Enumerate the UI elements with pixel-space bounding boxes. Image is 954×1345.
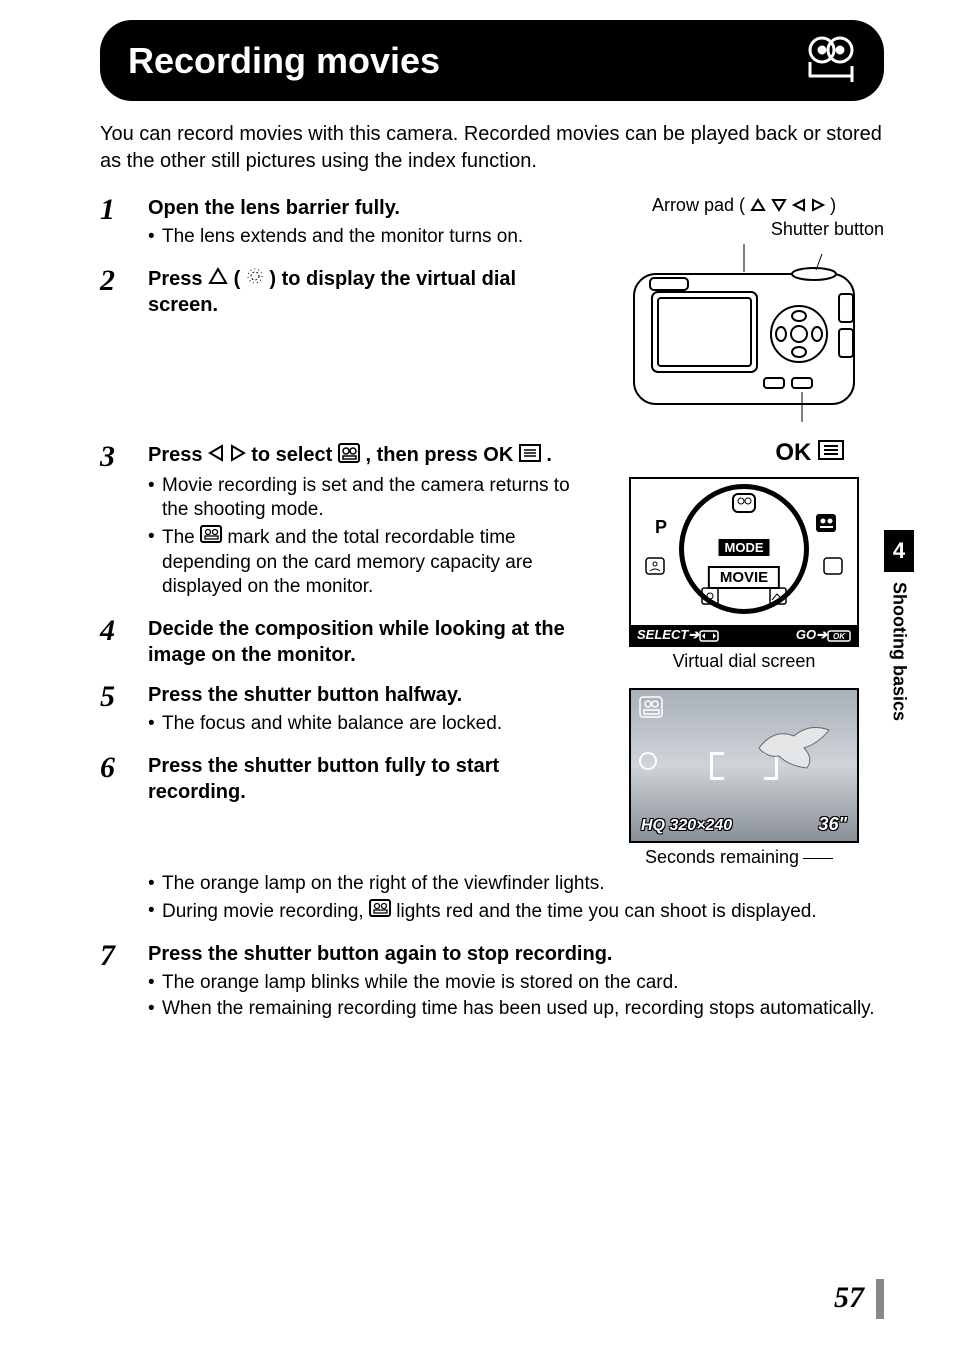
- triangle-up-icon: [750, 196, 766, 217]
- step-number: 3: [100, 442, 130, 602]
- step-title: Open the lens barrier fully.: [148, 195, 584, 221]
- triangle-left-icon: [792, 196, 806, 217]
- step-title: Decide the composition while looking at …: [148, 616, 584, 668]
- triangle-left-icon: [208, 443, 224, 469]
- ok-button-callout: OK: [604, 439, 884, 468]
- shutter-callout: Shutter button: [604, 219, 884, 240]
- step-number: 2: [100, 266, 130, 319]
- film-badge-icon: [732, 493, 756, 516]
- step-6: 6 Press the shutter button fully to star…: [100, 753, 584, 805]
- seconds-indicator: 36": [818, 814, 847, 835]
- p-mode-icon: P: [655, 517, 667, 538]
- chapter-label: Shooting basics: [889, 582, 910, 721]
- camera-diagram: [604, 244, 884, 429]
- virtual-dial-caption: Virtual dial screen: [604, 651, 884, 672]
- dial-legend: SELECT➔ GO➔OK: [631, 625, 857, 645]
- step-sub: During movie recording, lights red and t…: [148, 899, 884, 925]
- step-sub: The focus and white balance are locked.: [148, 712, 584, 737]
- chapter-tab: 4 Shooting basics: [884, 530, 914, 726]
- film-badge-icon: [369, 899, 391, 925]
- manual-page: Recording movies You can record movies w…: [0, 0, 954, 1345]
- step-sub: The lens extends and the monitor turns o…: [148, 225, 584, 250]
- step-6-subs: The orange lamp on the right of the view…: [100, 868, 884, 926]
- steps-column: 1 Open the lens barrier fully. The lens …: [100, 195, 584, 868]
- callout-line: [803, 858, 833, 859]
- movie-label: MOVIE: [708, 566, 780, 589]
- film-badge-icon: [815, 513, 837, 536]
- step-number: 4: [100, 616, 130, 668]
- page-number: 57: [834, 1281, 864, 1315]
- step-4: 4 Decide the composition while looking a…: [100, 616, 584, 668]
- go-label: GO: [796, 627, 816, 642]
- step-2: 2 Press ( ) to display the virtual dial …: [100, 266, 584, 319]
- step-3: 3 Press to select , then press OK .: [100, 442, 584, 602]
- step-number: 1: [100, 195, 130, 252]
- step-7: 7 Press the shutter button again to stop…: [100, 941, 884, 1024]
- step-title: Press to select , then press OK .: [148, 442, 584, 469]
- triangle-up-icon: [208, 266, 228, 292]
- intro-text: You can record movies with this camera. …: [100, 121, 884, 175]
- triangle-right-icon: [811, 196, 825, 217]
- step-title: Press ( ) to display the virtual dial sc…: [148, 266, 584, 319]
- step-sub: When the remaining recording time has be…: [148, 997, 884, 1022]
- sun-icon: [246, 266, 264, 292]
- select-label: SELECT: [637, 627, 688, 642]
- landscape-mode-icon: [769, 587, 787, 608]
- virtual-dial-screen: MODE MOVIE P SELECT➔ GO➔OK: [629, 477, 859, 647]
- step-sub: The orange lamp on the right of the view…: [148, 872, 884, 897]
- film-badge-icon: [200, 525, 222, 551]
- film-badge-icon: [338, 443, 360, 470]
- step-number: 5: [100, 682, 130, 739]
- page-number-bar: [876, 1279, 884, 1319]
- diagram-column: Arrow pad ( ) Shutter button: [604, 195, 884, 868]
- section-title: Recording movies: [128, 40, 440, 82]
- portrait-mode-icon: [645, 557, 665, 578]
- monitor-preview: HQ 320×240 36": [629, 688, 859, 843]
- chapter-number: 4: [884, 530, 914, 572]
- mode-label: MODE: [719, 539, 770, 556]
- seconds-remaining-caption: Seconds remaining: [604, 847, 884, 868]
- bird-silhouette: [749, 718, 839, 778]
- scene-mode-icon: [823, 557, 843, 578]
- menu-icon: [818, 439, 844, 466]
- step-sub: Movie recording is set and the camera re…: [148, 474, 584, 523]
- arrow-pad-callout: Arrow pad ( ): [604, 195, 884, 217]
- step-sub: The mark and the total recordable time d…: [148, 525, 584, 600]
- step-title: Press the shutter button again to stop r…: [148, 941, 884, 967]
- selftimer-icon: [701, 587, 719, 608]
- step-title: Press the shutter button fully to start …: [148, 753, 584, 805]
- step-number: 7: [100, 941, 130, 1024]
- menu-icon: [519, 443, 541, 469]
- ok-text: OK: [483, 444, 513, 466]
- section-header: Recording movies: [100, 20, 884, 101]
- hand-icon: [639, 752, 657, 770]
- step-1: 1 Open the lens barrier fully. The lens …: [100, 195, 584, 252]
- film-icon: [639, 696, 663, 723]
- step-number: 6: [100, 753, 130, 805]
- af-target-left: [710, 752, 724, 780]
- step-title: Press the shutter button halfway.: [148, 682, 584, 708]
- step-5: 5 Press the shutter button halfway. The …: [100, 682, 584, 739]
- triangle-right-icon: [230, 443, 246, 469]
- hq-indicator: HQ 320×240: [641, 817, 732, 835]
- step-sub: The orange lamp blinks while the movie i…: [148, 971, 884, 996]
- svg-text:OK: OK: [833, 632, 846, 641]
- film-reel-icon: [804, 32, 856, 89]
- content-columns: 1 Open the lens barrier fully. The lens …: [100, 195, 884, 868]
- triangle-down-icon: [771, 196, 787, 217]
